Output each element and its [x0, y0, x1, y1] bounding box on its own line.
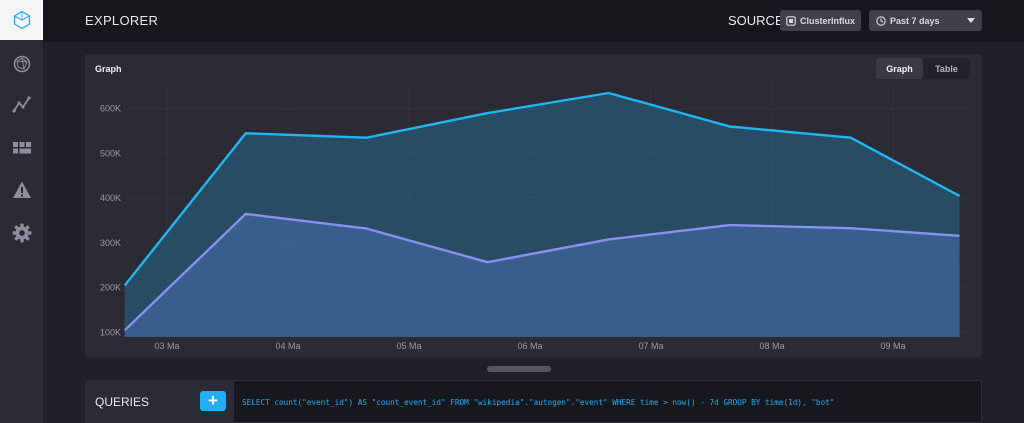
nav-settings[interactable]: [0, 213, 43, 253]
graph-icon: [11, 96, 31, 113]
nav-alerting[interactable]: [0, 170, 43, 210]
add-query-button[interactable]: +: [200, 391, 226, 411]
x-tick-label: 08 Ma: [759, 341, 784, 351]
source-name: ClusterInflux: [800, 15, 856, 26]
x-tick-label: 09 Ma: [880, 341, 905, 351]
settings-icon: [12, 223, 31, 243]
logo-icon: [13, 10, 30, 30]
time-range-value: Past 7 days: [890, 15, 940, 26]
queries-title: QUERIES: [95, 395, 150, 409]
host-icon: [13, 55, 30, 73]
x-tick-label: 07 Ma: [638, 341, 663, 351]
nav-logo[interactable]: [0, 0, 43, 40]
y-tick-label: 300K: [100, 238, 121, 248]
chevron-down-icon: [967, 18, 975, 23]
x-tick-label: 05 Ma: [396, 341, 421, 351]
query-text: SELECT count("event_id") AS "count_event…: [242, 398, 835, 407]
x-tick-label: 04 Ma: [275, 341, 300, 351]
source-label: SOURCE:: [728, 13, 788, 28]
alerts-icon: [12, 181, 31, 198]
page-header: EXPLORER SOURCE: ClusterInflux Past 7 da…: [43, 0, 1024, 42]
query-editor[interactable]: SELECT count("event_id") AS "count_event…: [233, 380, 982, 423]
page-title: EXPLORER: [85, 13, 159, 28]
nav-host-list[interactable]: [0, 44, 43, 84]
y-tick-label: 500K: [100, 148, 121, 158]
clock-icon: [876, 15, 886, 26]
nav-dashboards[interactable]: [0, 128, 43, 168]
x-tick-label: 03 Ma: [154, 341, 179, 351]
series-line: [123, 212, 960, 332]
toggle-table-button[interactable]: Table: [935, 63, 958, 74]
series-area: [124, 213, 960, 337]
server-icon: [786, 15, 796, 26]
panel-resize-handle[interactable]: [487, 366, 551, 372]
panel-title: Graph: [95, 64, 122, 74]
area-chart[interactable]: 100K 200K 300K 400K 500K 600K 03 Ma 04 Ma 05 Ma 0…: [85, 54, 982, 357]
queries-panel: QUERIES + SELECT count("event_id") AS "c…: [85, 380, 982, 423]
dashboards-icon: [12, 142, 31, 154]
y-tick-label: 100K: [100, 328, 121, 338]
sidebar: [0, 0, 43, 423]
x-tick-label: 06 Ma: [517, 341, 542, 351]
graph-panel: 100K 200K 300K 400K 500K 600K 03 Ma 04 Ma 05 Ma 0…: [85, 54, 982, 357]
y-tick-label: 200K: [100, 283, 121, 293]
nav-data-explorer[interactable]: [0, 85, 43, 125]
view-toggle: Graph Table: [876, 58, 970, 79]
toggle-graph-button[interactable]: Graph: [876, 58, 923, 79]
y-tick-label: 600K: [100, 104, 121, 114]
y-tick-label: 400K: [100, 193, 121, 203]
source-selector-button[interactable]: ClusterInflux: [780, 10, 862, 31]
series-line: [123, 91, 961, 287]
time-range-dropdown[interactable]: Past 7 days: [869, 10, 982, 31]
